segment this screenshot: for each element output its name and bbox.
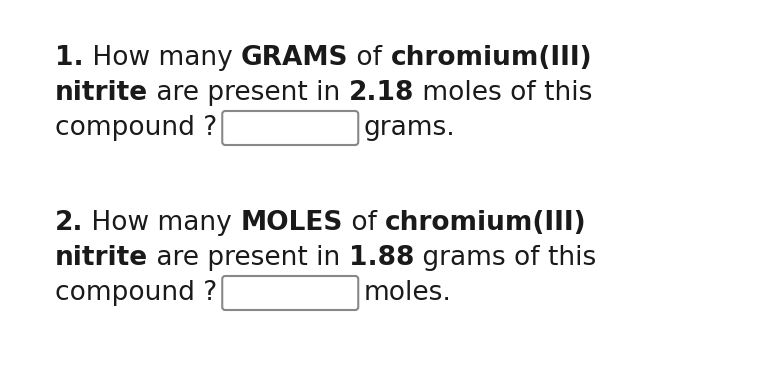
Text: chromium(III): chromium(III) — [386, 210, 587, 236]
Text: 2.: 2. — [55, 210, 83, 236]
Text: are present in: are present in — [148, 80, 349, 106]
Text: of: of — [343, 210, 386, 236]
Text: of: of — [348, 45, 390, 71]
Text: compound ?: compound ? — [55, 115, 217, 141]
Text: compound ?: compound ? — [55, 280, 217, 306]
Text: grams of this: grams of this — [414, 245, 597, 271]
Text: 1.88: 1.88 — [349, 245, 414, 271]
Text: nitrite: nitrite — [55, 80, 148, 106]
Text: nitrite: nitrite — [55, 245, 148, 271]
FancyBboxPatch shape — [222, 276, 358, 310]
Text: 1.: 1. — [55, 45, 83, 71]
Text: moles of this: moles of this — [414, 80, 593, 106]
Text: 2.18: 2.18 — [349, 80, 414, 106]
Text: are present in: are present in — [148, 245, 349, 271]
Text: chromium(III): chromium(III) — [390, 45, 592, 71]
Text: How many: How many — [83, 210, 241, 236]
Text: How many: How many — [83, 45, 241, 71]
Text: moles.: moles. — [363, 280, 451, 306]
Text: GRAMS: GRAMS — [241, 45, 348, 71]
FancyBboxPatch shape — [222, 111, 358, 145]
Text: MOLES: MOLES — [241, 210, 343, 236]
Text: grams.: grams. — [363, 115, 455, 141]
